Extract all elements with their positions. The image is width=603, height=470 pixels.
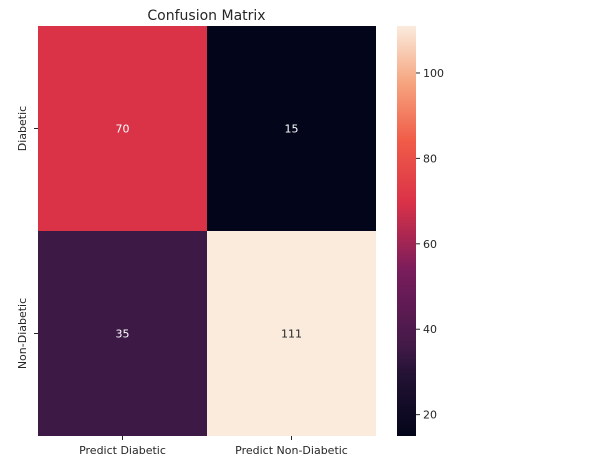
heatmap-cell-0-1	[207, 26, 376, 231]
colorbar-axis: 20 40 60 80 100	[416, 67, 444, 422]
x-tick-label: Predict Non-Diabetic	[235, 444, 348, 457]
heatmap-cells: 70 15 35 111	[38, 26, 376, 436]
cell-value-label: 70	[116, 123, 130, 136]
cell-value-label: 15	[285, 123, 299, 136]
colorbar-tick-label: 60	[423, 238, 437, 251]
y-tick-label: Diabetic	[16, 106, 29, 151]
heatmap-cell-1-1	[207, 231, 376, 436]
colorbar-tick-label: 100	[423, 67, 444, 80]
y-axis: Diabetic Non-Diabetic	[16, 106, 38, 369]
colorbar-tick-label: 20	[423, 409, 437, 422]
colorbar-tick-label: 40	[423, 323, 437, 336]
x-axis: Predict Diabetic Predict Non-Diabetic	[79, 436, 348, 457]
y-tick-label: Non-Diabetic	[16, 298, 29, 369]
cell-value-label: 35	[116, 328, 130, 341]
cell-value-label: 111	[281, 328, 302, 341]
colorbar	[397, 26, 416, 436]
x-tick-label: Predict Diabetic	[79, 444, 166, 457]
chart-title: Confusion Matrix	[147, 8, 265, 24]
heatmap-cell-0-0	[38, 26, 207, 231]
colorbar-tick-label: 80	[423, 152, 437, 165]
heatmap-cell-1-0	[38, 231, 207, 436]
